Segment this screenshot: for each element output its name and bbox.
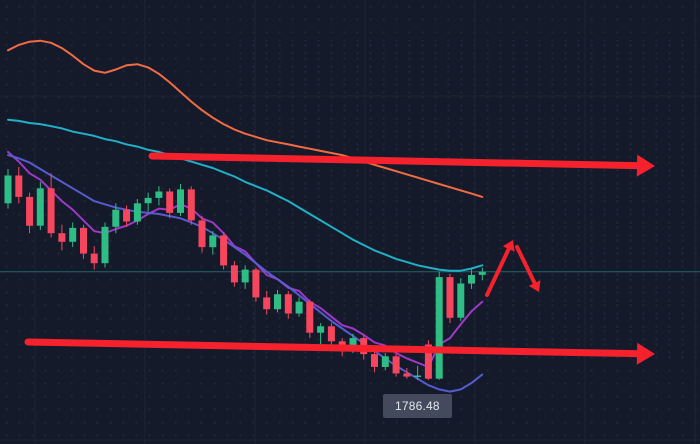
candle (263, 297, 271, 310)
candle (306, 301, 314, 333)
candle (284, 294, 292, 314)
candle (90, 253, 98, 264)
candle (274, 294, 281, 310)
candles (4, 166, 486, 380)
candle (4, 175, 12, 204)
candle (424, 344, 432, 379)
zigzag-forecast-arrow[interactable] (485, 240, 541, 297)
candle (349, 338, 357, 351)
candle (371, 354, 378, 367)
candle (69, 227, 77, 242)
ma-cyan-line (7, 118, 484, 272)
candle (47, 188, 55, 234)
candle (230, 265, 238, 283)
candle (101, 226, 109, 264)
candle (317, 326, 325, 333)
candle (403, 373, 411, 377)
price-label: 1786.48 (383, 394, 452, 418)
candle (166, 191, 174, 213)
candle (80, 227, 87, 254)
candle (187, 189, 195, 221)
candle (58, 233, 66, 242)
candle (414, 375, 422, 377)
candle (15, 175, 23, 197)
candle (468, 275, 475, 284)
candle (123, 209, 131, 222)
candle (435, 277, 443, 379)
candle (252, 269, 260, 298)
ma-indigo-line (7, 154, 484, 393)
candle (155, 191, 163, 198)
candle (198, 220, 206, 248)
candle (144, 197, 152, 204)
candle (177, 189, 184, 213)
candle (112, 209, 120, 227)
candle (457, 283, 465, 318)
candle (241, 269, 249, 283)
candle (446, 277, 454, 318)
candle (295, 301, 303, 314)
ma-purple-line (7, 150, 484, 368)
candle (36, 188, 44, 226)
ma-orange-line (7, 39, 484, 198)
candle (327, 326, 335, 342)
candle (392, 356, 400, 374)
candle (26, 196, 34, 226)
candle (381, 356, 389, 367)
candle (478, 271, 486, 275)
candle (220, 235, 228, 266)
trend-arrow-annotations[interactable] (24, 152, 655, 365)
candle (209, 235, 217, 248)
candle (133, 203, 141, 222)
